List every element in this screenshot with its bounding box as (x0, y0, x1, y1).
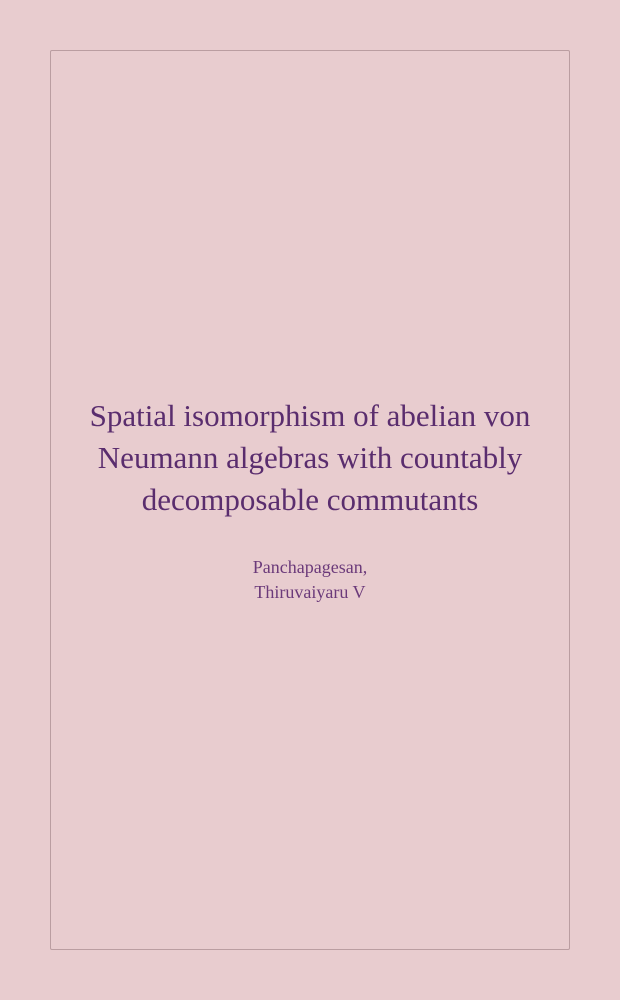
author-surname: Panchapagesan, (253, 555, 367, 580)
author-block: Panchapagesan, Thiruvaiyaru V (253, 555, 367, 605)
document-title: Spatial isomorphism of abelian von Neuma… (80, 395, 540, 521)
author-given-name: Thiruvaiyaru V (253, 580, 367, 605)
content-area: Spatial isomorphism of abelian von Neuma… (0, 0, 620, 1000)
